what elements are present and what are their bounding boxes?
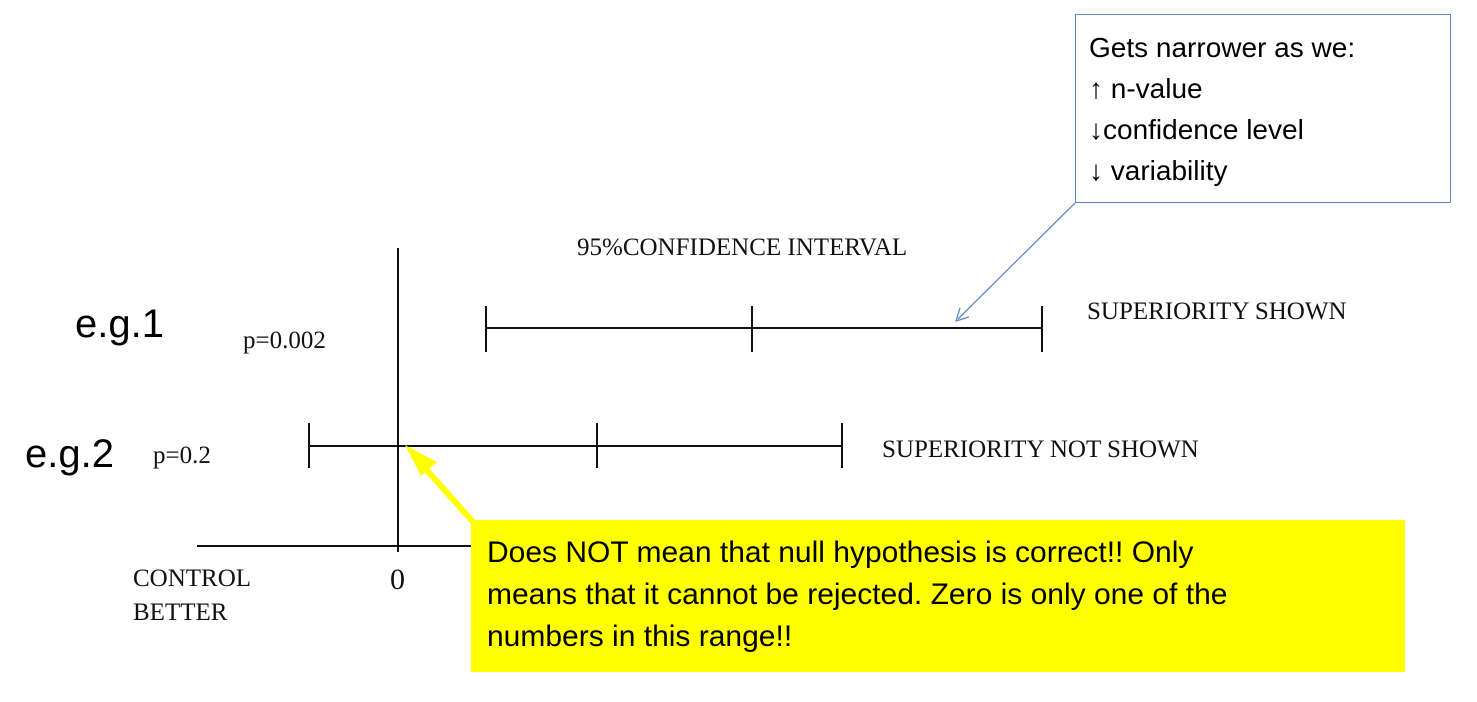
note-arrow [405, 445, 476, 525]
control-better-line-1: CONTROL [133, 565, 252, 592]
callout-arrow [955, 202, 1076, 322]
callout-item-n-value: ↑ n-value [1089, 73, 1203, 104]
control-better-label: CONTROL BETTER [133, 562, 251, 630]
example-1-p-value: p=0.002 [243, 327, 326, 354]
callout-item-confidence-level: ↓confidence level [1089, 114, 1304, 145]
callout-title: Gets narrower as we: [1089, 32, 1356, 63]
callout-item-variability: ↓ variability [1089, 155, 1228, 186]
example-2-p-value: p=0.2 [153, 442, 211, 469]
example-1-label: e.g.1 [75, 302, 164, 346]
note-line-1: Does NOT mean that null hypothesis is co… [487, 536, 1194, 569]
example-2-outcome: SUPERIORITY NOT SHOWN [882, 436, 1199, 463]
control-better-line-2: BETTER [133, 599, 228, 626]
yellow-note: Does NOT mean that null hypothesis is co… [471, 520, 1405, 672]
zero-label: 0 [390, 563, 405, 596]
callout-box: Gets narrower as we: ↑ n-value ↓confiden… [1075, 14, 1451, 203]
ci-bar-example-1 [485, 306, 1043, 352]
ci-bar-example-2 [308, 423, 843, 468]
ci-heading: 95%CONFIDENCE INTERVAL [577, 234, 908, 261]
example-2-label: e.g.2 [25, 432, 114, 476]
note-line-3: numbers in this range!! [487, 620, 793, 653]
note-line-2: means that it cannot be rejected. Zero i… [487, 578, 1228, 611]
example-1-outcome: SUPERIORITY SHOWN [1087, 298, 1347, 325]
